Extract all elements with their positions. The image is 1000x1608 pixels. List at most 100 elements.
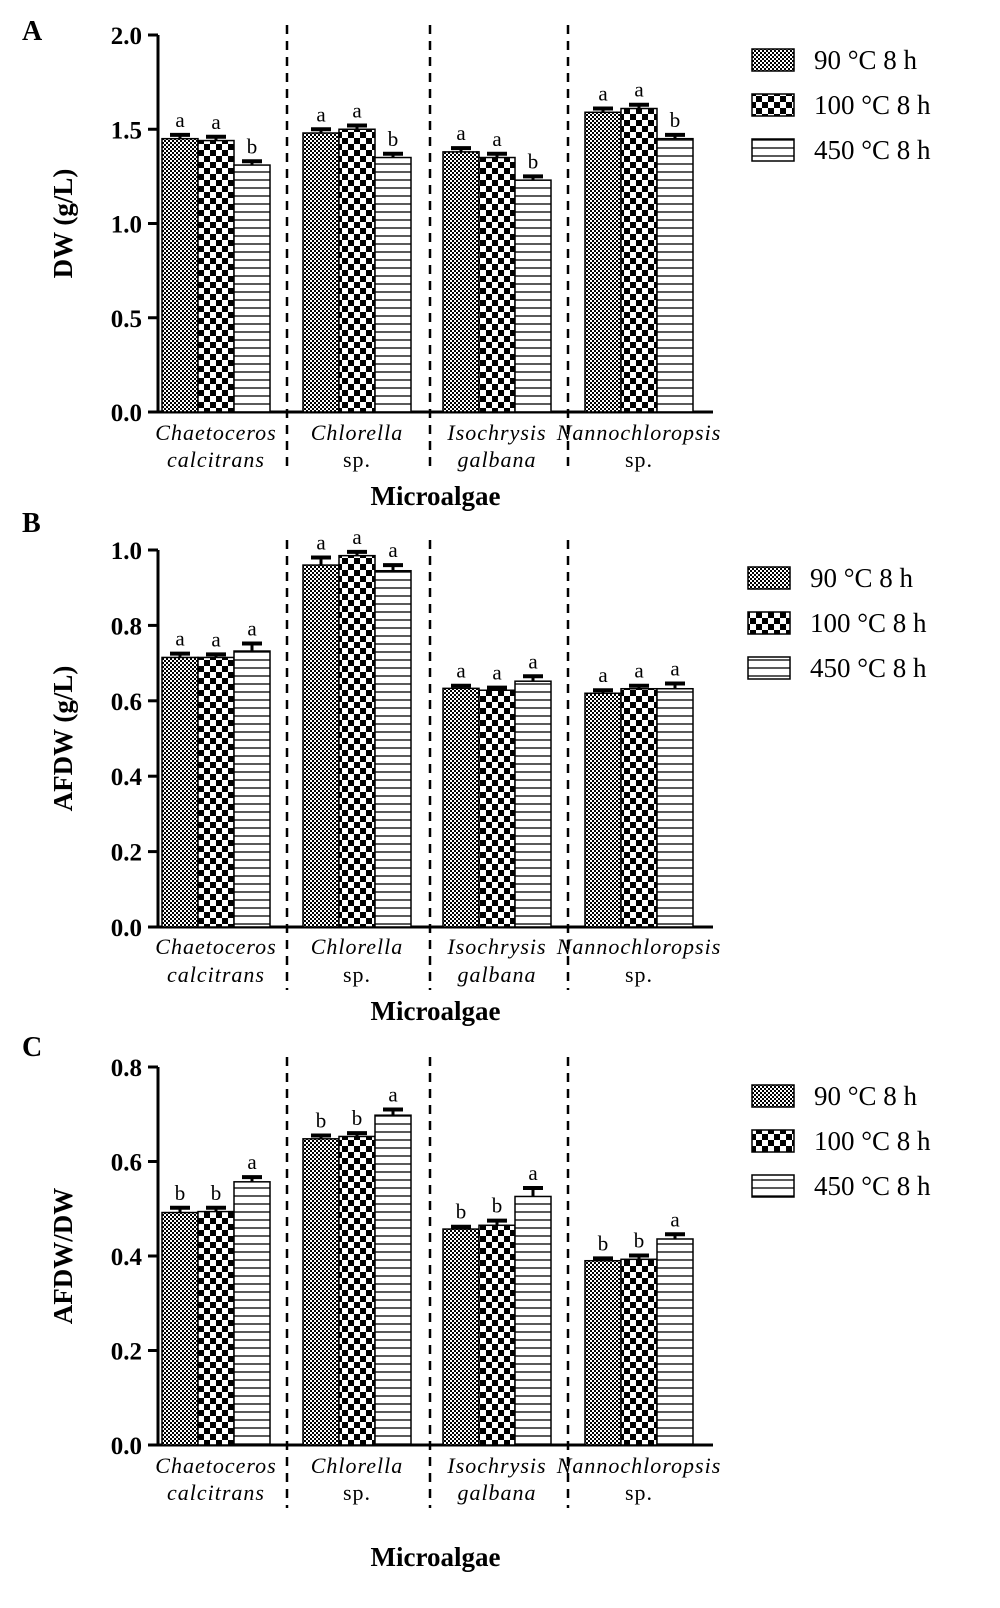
chart-panel-b: B 0.0 0.2 0.4 0.6 0.8 1.0 AFDW (g/L) a a a a a a a a a a a… — [22, 508, 927, 1026]
significance-letter: a — [352, 98, 362, 122]
bar — [197, 139, 235, 413]
bar — [442, 151, 480, 413]
bar — [302, 564, 340, 928]
significance-letter: b — [247, 134, 258, 158]
bar — [442, 1228, 480, 1446]
x-axis-title: Microalgae — [371, 481, 501, 511]
significance-letter: b — [598, 1231, 609, 1255]
significance-letter: a — [247, 616, 257, 640]
x-category-label: sp. — [343, 962, 371, 987]
significance-letter: a — [670, 656, 680, 680]
legend-swatch — [751, 1084, 795, 1108]
legend-label: 90 °C 8 h — [814, 1081, 918, 1111]
y-tick-label: 0.4 — [111, 764, 143, 791]
significance-letter: a — [211, 110, 221, 134]
bar — [656, 137, 694, 413]
significance-letter: b — [528, 149, 539, 173]
significance-letter: b — [456, 1200, 467, 1224]
significance-letter: a — [352, 525, 362, 549]
legend-label: 450 °C 8 h — [814, 135, 931, 165]
legend-label: 100 °C 8 h — [814, 90, 931, 120]
x-category-label: Chaetoceros — [155, 420, 276, 445]
bar — [656, 687, 694, 928]
significance-letter: a — [211, 627, 221, 651]
bar — [197, 1210, 235, 1446]
significance-letter: a — [528, 1161, 538, 1185]
legend-label: 450 °C 8 h — [810, 653, 927, 683]
significance-letter: a — [388, 1083, 398, 1107]
bar — [620, 1258, 658, 1446]
legend-swatch — [751, 138, 795, 162]
x-category-label: sp. — [343, 447, 371, 472]
x-category-label: Isochrysis — [446, 1453, 546, 1478]
bar — [233, 164, 271, 413]
bar — [584, 111, 622, 413]
y-tick-label: 0.8 — [111, 1055, 142, 1082]
bar — [514, 1195, 552, 1446]
x-category-label: Chlorella — [311, 420, 404, 445]
bar — [584, 1259, 622, 1446]
y-tick-label: 1.0 — [111, 538, 142, 565]
significance-letter: a — [634, 659, 644, 683]
bar — [161, 656, 199, 928]
panel-label: B — [22, 508, 41, 539]
significance-letter: b — [388, 127, 399, 151]
x-category-label: Isochrysis — [446, 934, 546, 959]
significance-letter: a — [247, 1150, 257, 1174]
chart-panel-a: A 0.0 0.5 1.0 1.5 2.0 DW (g/L) a a a a a a a a b b b b Chae… — [22, 16, 931, 511]
chart-panel-c: C 0.0 0.2 0.4 0.6 0.8 AFDW/DW b b b b b b b b a a a a Chaet… — [22, 1032, 931, 1572]
significance-letter: a — [598, 663, 608, 687]
significance-letter: b — [211, 1181, 222, 1205]
bar — [161, 1211, 199, 1446]
legend-swatch — [751, 1174, 795, 1198]
y-tick-label: 0.8 — [111, 613, 142, 640]
y-tick-label: 0.6 — [111, 689, 142, 716]
bar — [302, 1138, 340, 1446]
bar — [161, 137, 199, 413]
bar — [442, 687, 480, 928]
significance-letter: a — [528, 649, 538, 673]
legend-label: 450 °C 8 h — [814, 1171, 931, 1201]
bar — [656, 1238, 694, 1446]
x-category-label: Chaetoceros — [155, 1453, 276, 1478]
x-category-label: sp. — [625, 962, 653, 987]
bar — [338, 554, 376, 928]
y-tick-label: 2.0 — [111, 23, 142, 50]
panel-label: A — [22, 16, 43, 47]
significance-letter: b — [316, 1109, 327, 1133]
significance-letter: a — [598, 82, 608, 106]
bar — [620, 687, 658, 928]
significance-letter: a — [175, 627, 185, 651]
x-category-label: Isochrysis — [446, 420, 546, 445]
significance-letter: a — [316, 531, 326, 555]
bar — [233, 650, 271, 928]
significance-letter: b — [352, 1106, 363, 1130]
legend-swatch — [751, 1129, 795, 1153]
bar — [233, 1181, 271, 1446]
significance-letter: b — [175, 1181, 186, 1205]
bar — [514, 179, 552, 413]
significance-letter: b — [634, 1229, 645, 1253]
significance-letter: b — [670, 108, 681, 132]
legend: 90 °C 8 h 100 °C 8 h 450 °C 8 h — [751, 1081, 931, 1201]
x-category-label: Nannochloropsis — [556, 420, 722, 445]
significance-letter: a — [388, 538, 398, 562]
x-category-label: sp. — [625, 1480, 653, 1505]
legend-swatch — [747, 611, 791, 635]
significance-letter: a — [492, 661, 502, 685]
x-category-label: Nannochloropsis — [556, 934, 722, 959]
legend-label: 100 °C 8 h — [810, 608, 927, 638]
y-tick-label: 1.5 — [111, 117, 142, 144]
x-axis-title: Microalgae — [371, 996, 501, 1026]
legend-label: 90 °C 8 h — [810, 563, 914, 593]
bar — [478, 156, 516, 413]
x-category-label: Chlorella — [311, 934, 404, 959]
bar — [478, 689, 516, 928]
y-tick-label: 0.6 — [111, 1150, 142, 1177]
bar — [338, 128, 376, 413]
bar — [514, 680, 552, 928]
bar — [584, 692, 622, 928]
x-category-label: Chlorella — [311, 1453, 404, 1478]
y-tick-label: 0.0 — [111, 915, 142, 942]
x-category-label: Nannochloropsis — [556, 1453, 722, 1478]
